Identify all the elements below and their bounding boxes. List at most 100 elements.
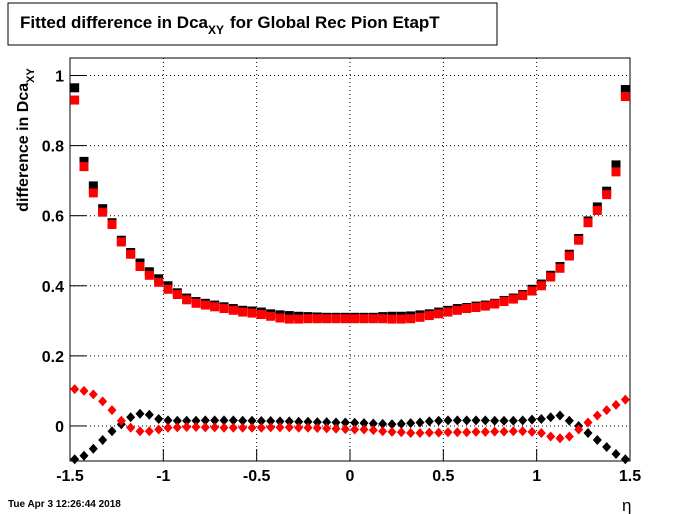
square-marker (219, 304, 229, 314)
diamond-marker (144, 409, 154, 420)
diamond-marker (107, 405, 117, 416)
square-marker (116, 237, 126, 247)
square-marker (350, 314, 360, 324)
diamond-marker (462, 427, 472, 438)
diamond-marker (182, 422, 192, 433)
y-tick-label: 0.8 (42, 139, 64, 156)
diamond-marker (284, 416, 294, 427)
square-marker (79, 162, 89, 172)
square-marker (135, 262, 145, 272)
diamond-marker (98, 396, 108, 407)
diamond-marker (228, 422, 238, 433)
square-marker (620, 85, 630, 95)
square-marker (88, 188, 98, 198)
diamond-marker (508, 426, 518, 437)
diamond-marker (275, 422, 285, 433)
x-tick-label: 0.5 (432, 468, 454, 485)
diamond-marker (480, 426, 490, 437)
square-marker (471, 303, 481, 313)
diamond-marker (359, 418, 369, 429)
diamond-marker (88, 389, 98, 400)
diamond-marker (592, 434, 602, 445)
square-marker (527, 286, 537, 296)
diamond-marker (611, 399, 621, 410)
square-marker (387, 314, 397, 324)
square-marker (228, 305, 238, 315)
diamond-marker (247, 422, 257, 433)
diamond-marker (322, 423, 332, 434)
diamond-marker (424, 427, 434, 438)
diamond-marker (256, 422, 266, 433)
diamond-marker (154, 413, 164, 424)
y-tick-label: 0.2 (42, 349, 64, 366)
diamond-marker (154, 424, 164, 435)
square-marker (443, 307, 453, 317)
square-marker (415, 312, 425, 322)
diamond-marker (583, 417, 593, 428)
square-marker (70, 83, 80, 93)
diamond-marker (480, 415, 490, 426)
diamond-marker (443, 427, 453, 438)
square-marker (518, 291, 528, 301)
diamond-marker (378, 426, 388, 437)
diamond-marker (210, 415, 220, 426)
y-tick-label: 0 (55, 419, 64, 436)
diamond-marker (331, 423, 341, 434)
square-marker (88, 181, 98, 191)
square-marker (611, 160, 621, 170)
diamond-marker (210, 422, 220, 433)
square-marker (480, 301, 490, 311)
square-marker (312, 314, 322, 324)
square-marker (434, 309, 444, 319)
diamond-marker (340, 424, 350, 435)
square-marker (620, 92, 630, 102)
y-axis-label: difference in DcaXY (15, 68, 37, 212)
diamond-marker (182, 415, 192, 426)
diamond-marker (107, 426, 117, 437)
diamond-marker (70, 454, 80, 465)
diamond-marker (303, 422, 313, 433)
square-marker (154, 277, 164, 287)
diamond-marker (518, 426, 528, 437)
square-marker (266, 311, 276, 321)
diamond-marker (116, 415, 126, 426)
x-axis-label: η (622, 496, 631, 514)
square-marker (191, 298, 201, 308)
y-tick-label: 0.4 (42, 279, 64, 296)
x-tick-label: -1 (156, 468, 170, 485)
diamond-marker (583, 427, 593, 438)
title-rest: for Global Rec Pion EtapT (230, 13, 440, 32)
diamond-marker (434, 427, 444, 438)
square-marker (294, 314, 304, 324)
diamond-marker (266, 416, 276, 427)
square-marker (359, 314, 369, 324)
diamond-marker (602, 405, 612, 416)
square-marker (555, 263, 565, 273)
diamond-marker (406, 427, 416, 438)
square-marker (322, 314, 332, 324)
square-marker (583, 218, 593, 228)
diamond-marker (359, 424, 369, 435)
diamond-marker (312, 417, 322, 428)
square-marker (98, 207, 108, 217)
diamond-marker (508, 415, 518, 426)
square-marker (247, 308, 257, 318)
y-tick-label: 0.6 (42, 209, 64, 226)
diamond-marker (396, 418, 406, 429)
diamond-marker (191, 415, 201, 426)
square-marker (536, 281, 546, 291)
diamond-marker (387, 426, 397, 437)
diamond-marker (275, 416, 285, 427)
square-marker (126, 249, 136, 259)
square-marker (424, 311, 434, 321)
diamond-marker (499, 415, 509, 426)
diamond-marker (247, 415, 257, 426)
diamond-marker (536, 427, 546, 438)
diamond-marker (555, 410, 565, 421)
square-marker (284, 314, 294, 324)
square-marker (210, 302, 220, 312)
diamond-marker (564, 431, 574, 442)
diamond-marker (490, 415, 500, 426)
diamond-marker (368, 425, 378, 436)
diamond-marker (368, 418, 378, 429)
